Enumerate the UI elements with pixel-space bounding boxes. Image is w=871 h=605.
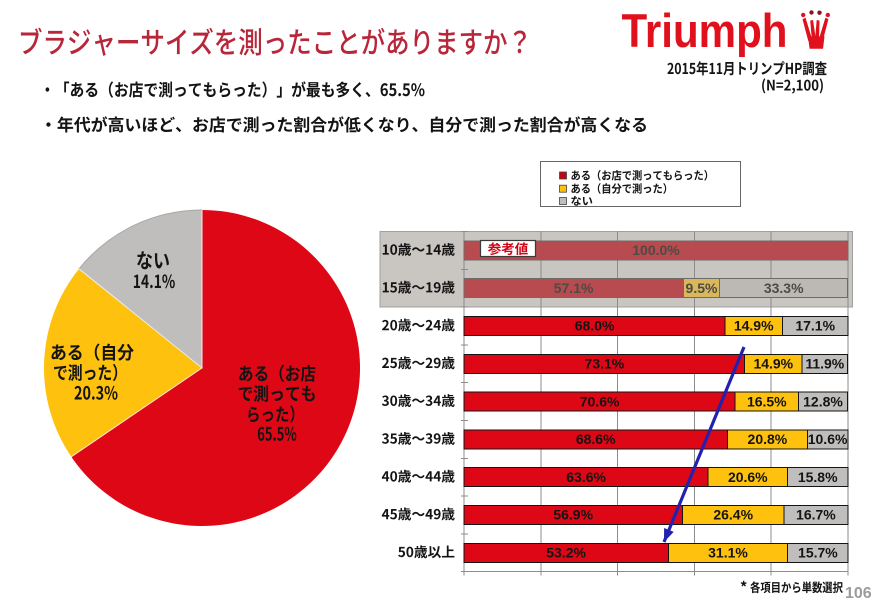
svg-text:10.6%: 10.6% xyxy=(808,431,848,447)
svg-text:31.1%: 31.1% xyxy=(708,545,748,561)
svg-text:14.9%: 14.9% xyxy=(734,318,774,334)
svg-text:106: 106 xyxy=(845,585,871,600)
svg-text:14.9%: 14.9% xyxy=(753,356,793,372)
svg-text:12.8%: 12.8% xyxy=(803,393,843,409)
svg-text:9.5%: 9.5% xyxy=(686,280,718,296)
svg-text:56.9%: 56.9% xyxy=(553,507,593,523)
svg-text:57.1%: 57.1% xyxy=(554,280,594,296)
svg-text:16.5%: 16.5% xyxy=(747,393,787,409)
svg-text:68.6%: 68.6% xyxy=(576,431,616,447)
svg-text:20.6%: 20.6% xyxy=(728,469,768,485)
svg-text:15.7%: 15.7% xyxy=(798,545,838,561)
svg-text:Triumph: Triumph xyxy=(622,4,788,57)
svg-text:53.2%: 53.2% xyxy=(546,545,586,561)
svg-text:73.1%: 73.1% xyxy=(585,356,625,372)
svg-text:68.0%: 68.0% xyxy=(575,318,615,334)
svg-text:100.0%: 100.0% xyxy=(632,242,680,258)
svg-text:17.1%: 17.1% xyxy=(795,318,835,334)
svg-text:11.9%: 11.9% xyxy=(805,356,844,372)
svg-text:26.4%: 26.4% xyxy=(713,507,753,523)
svg-text:16.7%: 16.7% xyxy=(796,507,836,523)
svg-text:63.6%: 63.6% xyxy=(566,469,606,485)
svg-text:33.3%: 33.3% xyxy=(764,280,804,296)
svg-text:15.8%: 15.8% xyxy=(798,469,838,485)
svg-text:20.8%: 20.8% xyxy=(748,431,788,447)
svg-text:70.6%: 70.6% xyxy=(580,393,620,409)
